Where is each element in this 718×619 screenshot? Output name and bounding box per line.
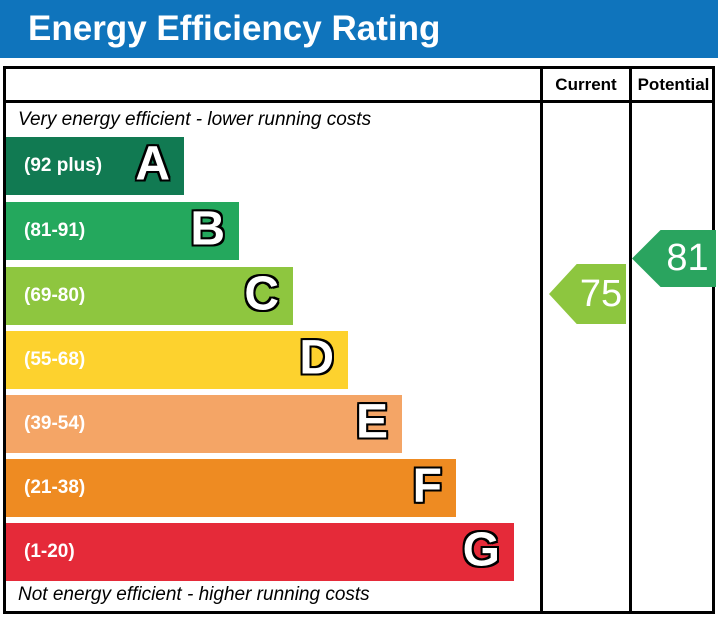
band-a: (92 plus) A bbox=[6, 137, 184, 195]
band-d-letter: D bbox=[299, 331, 334, 385]
header-divider-line bbox=[3, 100, 715, 103]
band-c-letter: C bbox=[244, 267, 279, 321]
band-e-range-label: (39-54) bbox=[24, 413, 86, 434]
potential-column-divider bbox=[629, 66, 632, 614]
band-c: (69-80) C bbox=[6, 267, 293, 325]
band-e-letter: E bbox=[355, 395, 388, 449]
band-g-letter: G bbox=[462, 523, 500, 577]
band-b-letter: B bbox=[190, 202, 225, 256]
band-b: (81-91) B bbox=[6, 202, 239, 260]
band-g-range-label: (1-20) bbox=[24, 541, 75, 562]
band-d-range-label: (55-68) bbox=[24, 349, 86, 370]
band-b-range-label: (81-91) bbox=[24, 220, 86, 241]
band-f-letter: F bbox=[412, 459, 442, 513]
title-bar: Energy Efficiency Rating bbox=[0, 0, 718, 58]
band-a-letter: A bbox=[135, 137, 170, 191]
bottom-note: Not energy efficient - higher running co… bbox=[18, 584, 370, 605]
current-value: 75 bbox=[579, 272, 623, 315]
potential-value: 81 bbox=[666, 237, 709, 279]
band-g: (1-20) G bbox=[6, 523, 514, 581]
page-title: Energy Efficiency Rating bbox=[28, 9, 441, 48]
potential-column-header: Potential bbox=[637, 75, 710, 94]
current-column-header: Current bbox=[555, 75, 617, 94]
band-a-range-label: (92 plus) bbox=[24, 155, 103, 176]
band-f-range-label: (21-38) bbox=[24, 477, 86, 498]
band-c-range-label: (69-80) bbox=[24, 285, 86, 306]
band-f: (21-38) F bbox=[6, 459, 456, 517]
band-e: (39-54) E bbox=[6, 395, 402, 453]
top-note: Very energy efficient - lower running co… bbox=[18, 109, 372, 130]
current-column-divider bbox=[540, 66, 543, 614]
band-d: (55-68) D bbox=[6, 331, 348, 389]
